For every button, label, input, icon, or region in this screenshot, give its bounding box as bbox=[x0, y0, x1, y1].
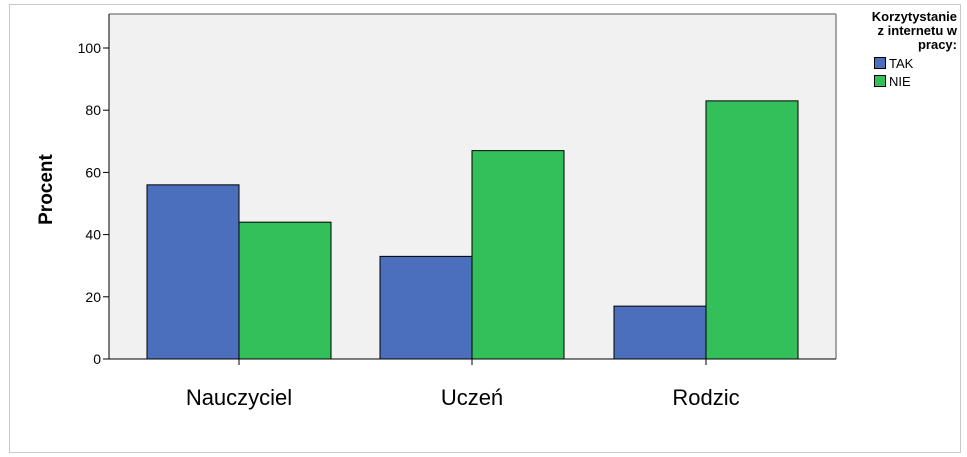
y-tick-label-40: 40 bbox=[85, 227, 101, 243]
legend: Korzytystanie z internetu w pracy: TAK N… bbox=[829, 10, 961, 90]
legend-item-tak: TAK bbox=[874, 54, 961, 72]
bar-tak-3 bbox=[613, 305, 707, 360]
bar-tak-1 bbox=[146, 184, 240, 360]
y-tick-label-80: 80 bbox=[85, 102, 101, 118]
x-tick-label-1: Nauczyciel bbox=[186, 385, 292, 410]
legend-title: Korzytystanie z internetu w pracy: bbox=[829, 10, 961, 52]
legend-label-tak: TAK bbox=[889, 55, 914, 71]
y-tick-label-0: 0 bbox=[93, 351, 101, 367]
legend-swatch-nie bbox=[874, 75, 886, 87]
y-axis-ticks: 0 20 40 60 80 100 bbox=[78, 40, 109, 367]
x-tick-label-2: Uczeń bbox=[441, 385, 503, 410]
legend-title-line-2: z internetu w bbox=[877, 23, 957, 38]
legend-item-nie: NIE bbox=[874, 72, 961, 90]
y-axis-label: Procent bbox=[36, 153, 57, 224]
bar-nie-1 bbox=[238, 221, 332, 360]
legend-title-line-3: pracy: bbox=[917, 37, 957, 52]
bar-nie-3 bbox=[705, 100, 799, 360]
legend-items: TAK NIE bbox=[874, 54, 961, 90]
legend-title-line-1: Korzytystanie bbox=[871, 9, 957, 24]
x-tick-label-3: Rodzic bbox=[672, 385, 739, 410]
y-tick-label-20: 20 bbox=[85, 289, 101, 305]
bar-tak-2 bbox=[379, 255, 473, 360]
y-tick-label-100: 100 bbox=[78, 40, 102, 56]
legend-label-nie: NIE bbox=[889, 73, 911, 89]
bar-nie-2 bbox=[471, 150, 565, 360]
y-tick-label-60: 60 bbox=[85, 164, 101, 180]
legend-swatch-tak bbox=[874, 57, 886, 69]
